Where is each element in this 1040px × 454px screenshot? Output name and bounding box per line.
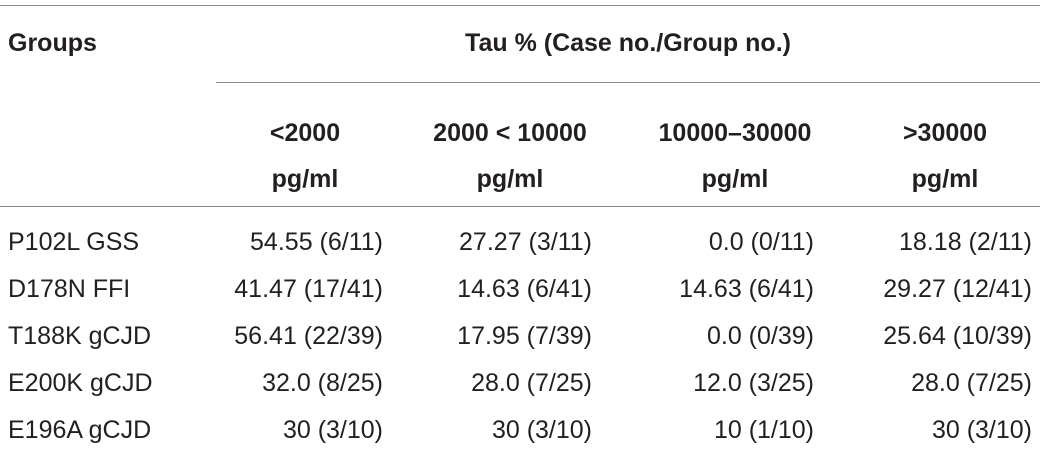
column-header-line2: pg/ml xyxy=(911,165,979,193)
group-name: P102L GSS xyxy=(8,228,140,256)
column-header-line1: 10000–30000 xyxy=(658,119,812,147)
value-cell: 18.18 (2/11) xyxy=(899,228,1032,256)
table-row: P102L GSS 54.55 (6/11) 27.27 (3/11) 0.0 … xyxy=(0,219,1040,266)
value-cell: 41.47 (17/41) xyxy=(234,275,383,303)
group-name: E200K gCJD xyxy=(8,369,153,397)
value-cell: 0.0 (0/11) xyxy=(708,228,814,256)
header-body-rule xyxy=(0,206,1040,207)
value-cell: 30 (3/10) xyxy=(282,416,383,444)
value-cell: 28.0 (7/25) xyxy=(911,369,1032,397)
value-cell: 29.27 (12/41) xyxy=(883,275,1032,303)
column-header-2000-10000: 2000 < 10000 pg/ml xyxy=(410,110,610,202)
column-header-line2: pg/ml xyxy=(271,165,339,193)
value-cell: 0.0 (0/39) xyxy=(706,322,814,350)
table-row: T188K gCJD 56.41 (22/39) 17.95 (7/39) 0.… xyxy=(0,313,1040,360)
value-cell: 17.95 (7/39) xyxy=(457,322,592,350)
column-header-line2: pg/ml xyxy=(701,165,769,193)
value-cell: 14.63 (6/41) xyxy=(679,275,814,303)
subheader-rule xyxy=(216,82,1040,83)
value-cell: 10 (1/10) xyxy=(713,416,814,444)
top-rule xyxy=(0,5,1040,6)
column-header-lt2000: <2000 pg/ml xyxy=(210,110,400,202)
value-cell: 25.64 (10/39) xyxy=(883,322,1032,350)
column-header-line1: <2000 xyxy=(269,119,341,147)
table-row: D178N FFI 41.47 (17/41) 14.63 (6/41) 14.… xyxy=(0,266,1040,313)
value-cell: 56.41 (22/39) xyxy=(234,322,383,350)
group-name: D178N FFI xyxy=(8,275,131,303)
value-cell: 12.0 (3/25) xyxy=(693,369,814,397)
value-cell: 54.55 (6/11) xyxy=(250,228,383,256)
column-header-line1: >30000 xyxy=(902,119,988,147)
table-row: E196A gCJD 30 (3/10) 30 (3/10) 10 (1/10)… xyxy=(0,407,1040,454)
column-header-line2: pg/ml xyxy=(476,165,544,193)
value-cell: 14.63 (6/41) xyxy=(457,275,592,303)
value-cell: 30 (3/10) xyxy=(491,416,592,444)
column-header-10000-30000: 10000–30000 pg/ml xyxy=(635,110,835,202)
tau-spanning-header: Tau % (Case no./Group no.) xyxy=(465,29,791,57)
table-row: E200K gCJD 32.0 (8/25) 28.0 (7/25) 12.0 … xyxy=(0,360,1040,407)
value-cell: 32.0 (8/25) xyxy=(262,369,383,397)
group-name: E196A gCJD xyxy=(8,416,152,444)
column-header-gt30000: >30000 pg/ml xyxy=(850,110,1040,202)
value-cell: 27.27 (3/11) xyxy=(459,228,592,256)
groups-header: Groups xyxy=(8,29,97,57)
value-cell: 28.0 (7/25) xyxy=(471,369,592,397)
group-name: T188K gCJD xyxy=(8,322,152,350)
column-header-line1: 2000 < 10000 xyxy=(433,119,587,147)
value-cell: 30 (3/10) xyxy=(931,416,1032,444)
